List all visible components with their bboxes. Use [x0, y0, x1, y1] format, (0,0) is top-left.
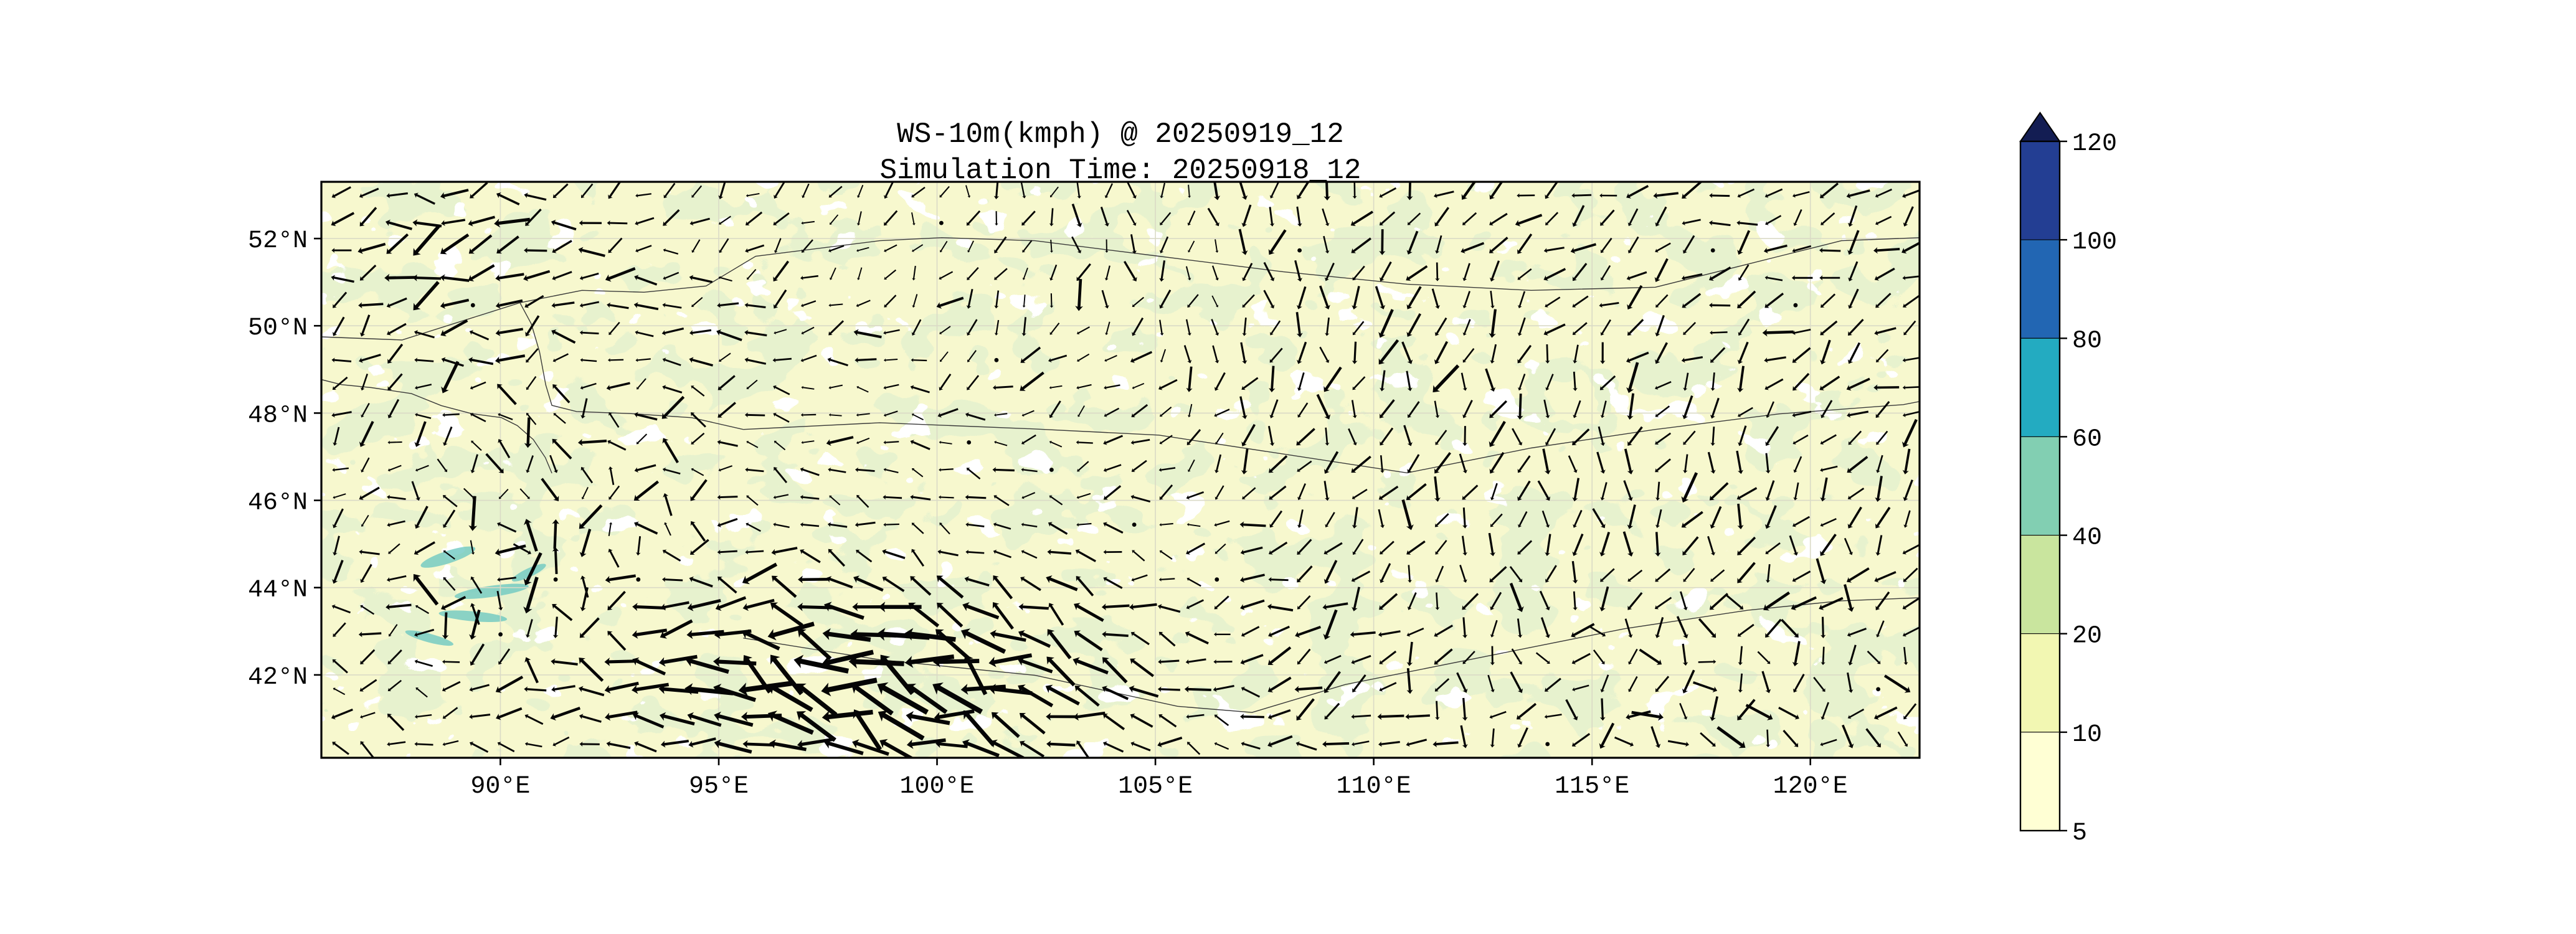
svg-text:95°E: 95°E: [689, 773, 749, 801]
svg-text:52°N: 52°N: [248, 227, 308, 255]
svg-text:100: 100: [2072, 229, 2117, 257]
svg-text:60: 60: [2072, 425, 2102, 453]
svg-text:WS-10m(kmph) @ 20250919_12: WS-10m(kmph) @ 20250919_12: [897, 118, 1344, 151]
svg-text:50°N: 50°N: [248, 314, 308, 342]
svg-text:46°N: 46°N: [248, 489, 308, 517]
svg-text:120: 120: [2072, 130, 2117, 158]
svg-text:20: 20: [2072, 623, 2102, 651]
svg-text:40: 40: [2072, 524, 2102, 552]
svg-text:5: 5: [2072, 819, 2087, 847]
svg-text:44°N: 44°N: [248, 577, 308, 605]
svg-text:105°E: 105°E: [1118, 773, 1193, 801]
svg-text:120°E: 120°E: [1773, 773, 1848, 801]
svg-text:100°E: 100°E: [899, 773, 974, 801]
svg-text:48°N: 48°N: [248, 402, 308, 430]
svg-text:90°E: 90°E: [470, 773, 530, 801]
svg-text:115°E: 115°E: [1555, 773, 1629, 801]
svg-text:80: 80: [2072, 327, 2102, 355]
svg-text:42°N: 42°N: [248, 664, 308, 692]
svg-text:10: 10: [2072, 721, 2102, 749]
svg-text:110°E: 110°E: [1337, 773, 1411, 801]
